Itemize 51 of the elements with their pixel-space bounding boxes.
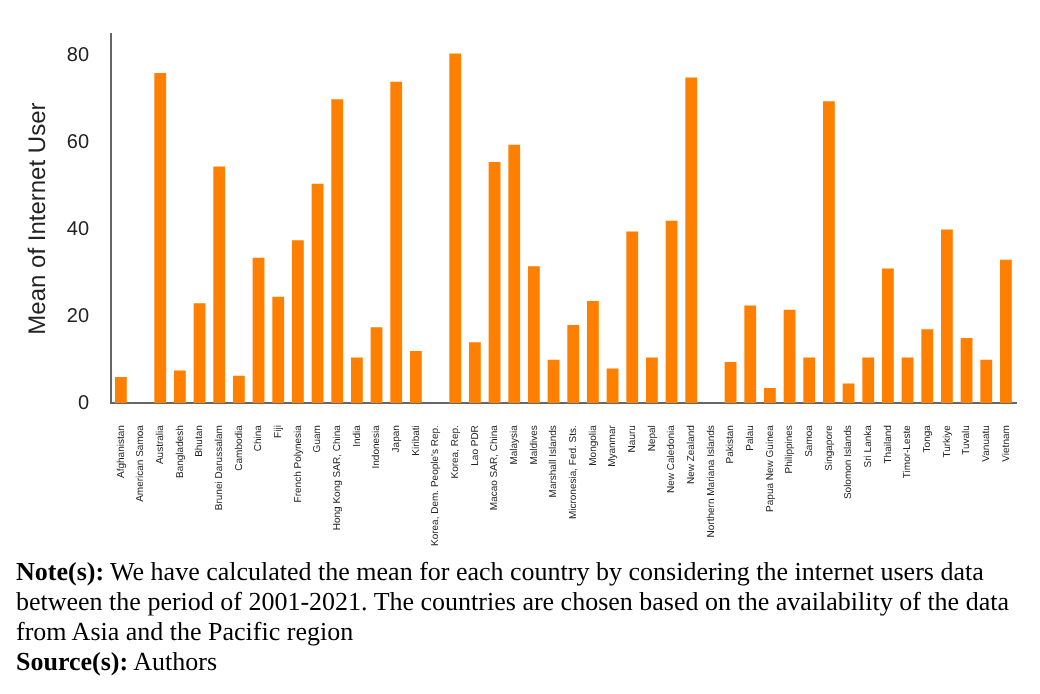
bar xyxy=(409,351,422,404)
bar xyxy=(173,370,186,404)
bar xyxy=(311,183,324,404)
bar xyxy=(606,368,619,404)
bar xyxy=(291,240,304,404)
bar xyxy=(350,357,363,404)
bar xyxy=(488,162,501,404)
bar xyxy=(114,377,127,404)
bar xyxy=(1000,259,1012,404)
bar xyxy=(803,357,816,404)
bar xyxy=(252,257,265,404)
bar xyxy=(626,231,639,404)
bar xyxy=(665,220,678,404)
bar xyxy=(213,166,226,404)
source-note: Source(s): Authors xyxy=(16,646,218,676)
bar xyxy=(685,77,698,404)
y-tick-label: 80 xyxy=(66,45,90,68)
y-tick-label: 20 xyxy=(66,305,90,328)
bar xyxy=(232,375,245,404)
bar xyxy=(980,359,993,404)
bar xyxy=(744,305,757,404)
bar xyxy=(764,387,776,404)
bar xyxy=(468,342,481,404)
bar xyxy=(567,324,580,404)
bar xyxy=(154,73,167,404)
bar xyxy=(193,303,206,404)
y-tick-label: 60 xyxy=(66,132,90,155)
bar xyxy=(587,301,599,404)
bar xyxy=(783,309,796,404)
bar xyxy=(882,268,894,404)
y-axis-title: Mean of Internet User xyxy=(23,102,52,335)
bar xyxy=(272,296,285,404)
bar xyxy=(842,383,855,404)
bar xyxy=(941,229,953,404)
bar xyxy=(901,357,914,404)
bar xyxy=(921,329,934,404)
bar xyxy=(370,327,383,404)
y-tick-label: 40 xyxy=(66,218,90,241)
bar xyxy=(390,81,403,404)
bar xyxy=(960,338,973,404)
bar xyxy=(862,357,875,404)
bar xyxy=(724,361,737,404)
bar xyxy=(508,144,521,404)
bar xyxy=(646,357,658,404)
bar xyxy=(823,101,835,404)
bar xyxy=(528,266,540,404)
y-tick-label: 0 xyxy=(77,392,90,415)
bar xyxy=(547,359,560,404)
bar xyxy=(331,99,344,404)
bar xyxy=(449,53,462,404)
text: Note(s): We have calculated the mean for each country by considering the internet users data between the period of 2001-2021. The countries are chosen based on the availability of the data from Asia and the Pacific region xyxy=(16,556,1009,646)
